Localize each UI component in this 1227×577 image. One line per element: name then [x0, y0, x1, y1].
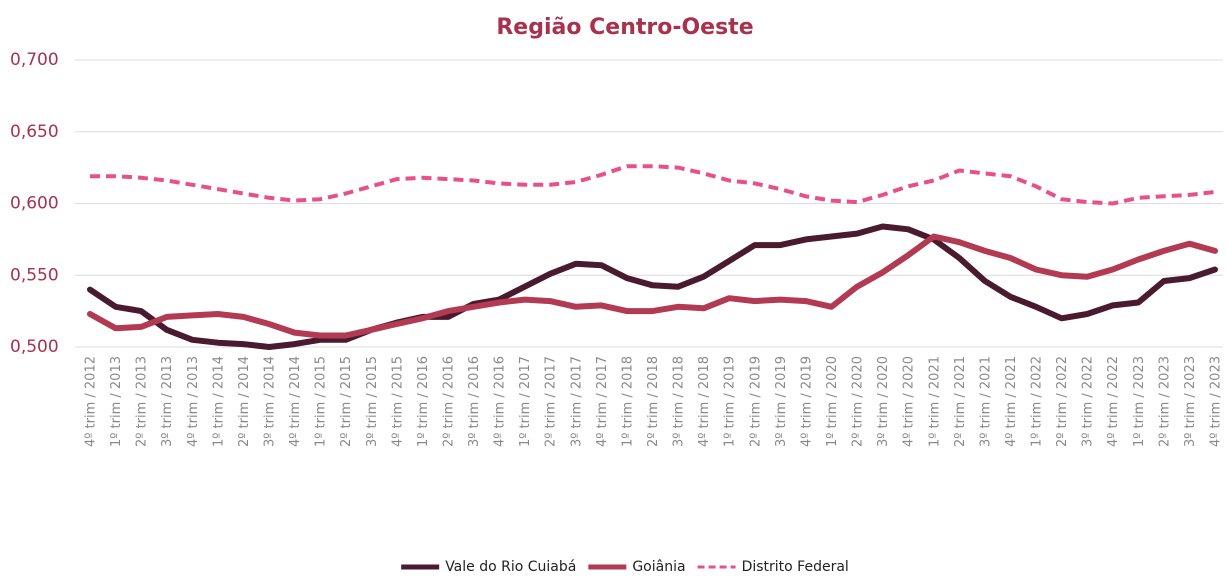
x-tick-label: 1º trim / 2015: [314, 356, 329, 447]
x-tick-label: 1º trim / 2019: [723, 356, 738, 447]
x-tick-label: 1º trim / 2014: [211, 356, 226, 447]
x-tick-label: 3º trim / 2018: [672, 356, 687, 447]
x-tick-label: 4º trim / 2018: [697, 356, 712, 447]
x-tick-label: 2º trim / 2015: [339, 356, 354, 447]
y-tick-label: 0,550: [10, 265, 59, 285]
x-tick-label: 2º trim / 2016: [441, 356, 456, 447]
legend-label: Vale do Rio Cuiabá: [445, 559, 576, 575]
y-tick-label: 0,650: [10, 122, 59, 142]
x-tick-label: 4º trim / 2020: [902, 356, 917, 447]
x-tick-label: 2º trim / 2013: [135, 356, 150, 447]
x-tick-label: 4º trim / 2014: [288, 356, 303, 447]
x-tick-label: 3º trim / 2016: [467, 356, 482, 447]
chart-title: Região Centro-Oeste: [496, 15, 753, 40]
y-tick-label: 0,500: [10, 337, 59, 357]
x-tick-label: 3º trim / 2023: [1183, 356, 1198, 447]
x-tick-label: 4º trim / 2023: [1209, 356, 1224, 447]
line: [90, 164, 1216, 206]
x-tick-label: 4º trim / 2022: [1106, 356, 1121, 447]
x-tick-label: 2º trim / 2020: [851, 356, 866, 447]
x-tick-label: 2º trim / 2021: [953, 356, 968, 447]
x-tick-label: 3º trim / 2019: [774, 356, 789, 447]
x-tick-label: 1º trim / 2023: [1132, 356, 1147, 447]
x-tick-label: 3º trim / 2015: [365, 356, 380, 447]
y-tick-label: 0,700: [10, 50, 59, 70]
x-tick-label: 1º trim / 2016: [416, 356, 431, 447]
x-tick-label: 4º trim / 2012: [84, 356, 99, 447]
x-tick-label: 1º trim / 2020: [825, 356, 840, 447]
legend-label: Goiânia: [632, 559, 685, 575]
x-tick-label: 4º trim / 2019: [799, 356, 814, 447]
line: [87, 233, 1218, 339]
x-tick-label: 4º trim / 2017: [595, 356, 610, 447]
x-tick-label: 2º trim / 2023: [1157, 356, 1172, 447]
x-tick-label: 4º trim / 2013: [186, 356, 201, 447]
x-tick-label: 4º trim / 2016: [493, 356, 508, 447]
x-tick-label: 3º trim / 2017: [569, 356, 584, 447]
x-tick-label: 2º trim / 2017: [544, 356, 559, 447]
x-tick-label: 3º trim / 2013: [160, 356, 175, 447]
x-tick-label: 3º trim / 2022: [1081, 356, 1096, 447]
legend-label: Distrito Federal: [742, 559, 849, 575]
x-tick-label: 1º trim / 2017: [518, 356, 533, 447]
x-tick-label: 2º trim / 2018: [646, 356, 661, 447]
line: [87, 223, 1218, 350]
x-tick-label: 2º trim / 2014: [237, 356, 252, 447]
x-tick-label: 4º trim / 2021: [1004, 356, 1019, 447]
x-tick-label: 1º trim / 2022: [1030, 356, 1045, 447]
x-tick-label: 3º trim / 2014: [262, 356, 277, 447]
x-tick-label: 1º trim / 2021: [927, 356, 942, 447]
x-tick-label: 2º trim / 2022: [1055, 356, 1070, 447]
x-tick-label: 1º trim / 2013: [109, 356, 124, 447]
x-tick-label: 3º trim / 2021: [978, 356, 993, 447]
x-tick-label: 3º trim / 2020: [876, 356, 891, 447]
x-tick-label: 1º trim / 2018: [620, 356, 635, 447]
y-tick-label: 0,600: [10, 194, 59, 214]
x-tick-label: 4º trim / 2015: [390, 356, 405, 447]
x-tick-label: 2º trim / 2019: [748, 356, 763, 447]
